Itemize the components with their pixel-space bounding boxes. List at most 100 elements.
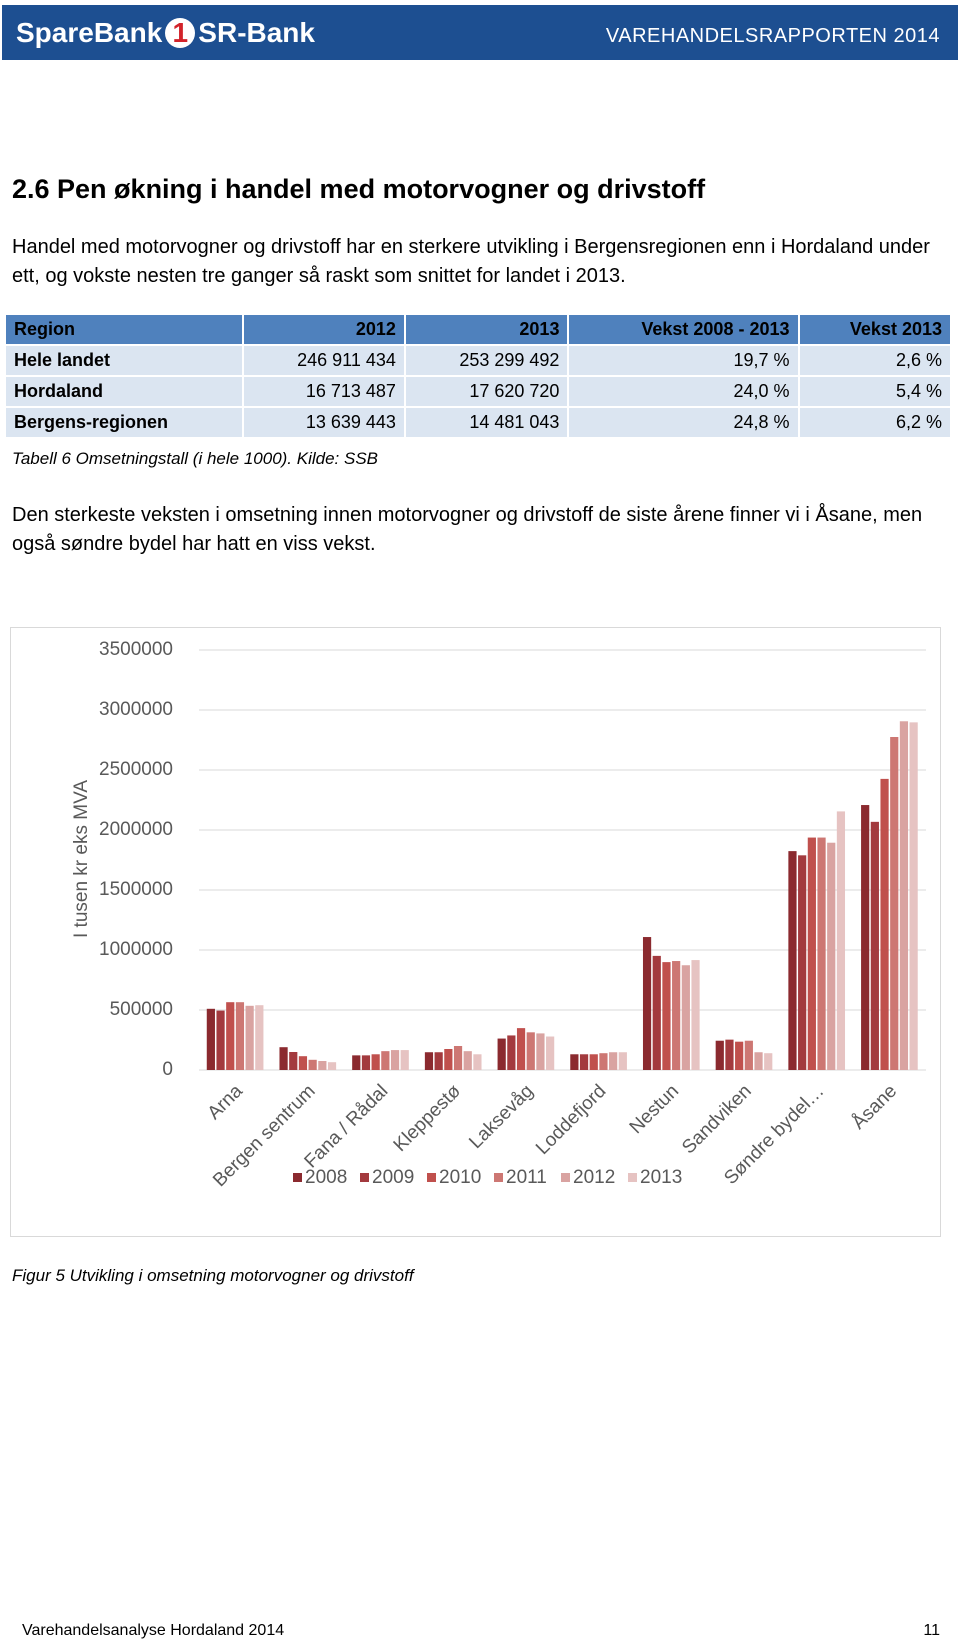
legend-label: 2012	[573, 1167, 615, 1188]
paragraph: Den sterkeste veksten i omsetning innen …	[12, 504, 923, 555]
bar	[327, 1062, 337, 1070]
bar	[424, 1052, 434, 1070]
table-cell: 17 620 720	[403, 375, 570, 408]
y-tick-label: 1000000	[99, 939, 173, 960]
legend-swatch	[293, 1173, 302, 1182]
legend-label: 2010	[439, 1167, 481, 1188]
table-row: Hele landet 246 911 434 253 299 492 19,7 % 2…	[3, 344, 952, 377]
bar	[226, 1002, 235, 1070]
chart: I tusen kr eks MVA 0 500000 1000000 1500000…	[10, 627, 941, 1237]
bar	[788, 851, 797, 1070]
bar	[526, 1032, 535, 1070]
bar	[861, 805, 870, 1070]
legend-swatch	[427, 1173, 436, 1182]
bar	[579, 1054, 589, 1070]
legend-label: 2011	[506, 1167, 547, 1188]
header-bar: SpareBank 1 SR-Bank VAREHANDELSRAPPORTEN 2…	[2, 5, 958, 60]
chart-frame	[10, 627, 941, 1237]
table-cell: 16 713 487	[242, 375, 406, 408]
bar	[400, 1050, 409, 1070]
table: Region 2012 2013 Vekst 2008 - 2013 Vekst 201…	[3, 313, 952, 439]
y-axis-title: I tusen kr eks MVA	[71, 780, 92, 938]
table-cell: Hele landet	[3, 344, 245, 377]
bar	[691, 960, 700, 1070]
bar	[909, 722, 918, 1070]
report-title: VAREHANDELSRAPPORTEN 2014	[605, 25, 940, 47]
table-cell: 24,0 %	[567, 375, 800, 408]
bar	[255, 1005, 264, 1070]
bar	[807, 837, 816, 1070]
bar	[754, 1052, 763, 1070]
logo-text: SpareBank	[16, 17, 163, 48]
figure-caption: Figur 5 Utvikling i omsetning motorvogne…	[12, 1266, 414, 1285]
y-tick-label: 0	[162, 1059, 173, 1080]
bar	[546, 1036, 555, 1070]
legend-swatch	[561, 1173, 570, 1182]
bar	[536, 1033, 545, 1070]
bar	[434, 1052, 443, 1070]
bar	[497, 1038, 506, 1070]
table-cell: 5,4 %	[797, 375, 952, 408]
bar	[216, 1010, 225, 1070]
table-cell: 253 299 492	[403, 344, 570, 377]
bar	[899, 721, 909, 1070]
bar	[371, 1054, 380, 1070]
table-cell: 19,7 %	[567, 344, 800, 377]
bar	[298, 1056, 308, 1070]
legend-label: 2009	[372, 1167, 414, 1188]
table-row: Hordaland 16 713 487 17 620 720 24,0 % 5,4 %	[3, 375, 952, 408]
table-cell: 246 911 434	[242, 344, 406, 377]
bar	[744, 1040, 753, 1070]
table-row: Bergens-regionen 13 639 443 14 481 043 24,8…	[3, 406, 952, 439]
legend-swatch	[494, 1173, 503, 1182]
bar	[308, 1059, 317, 1070]
table-cell: Vekst 2008 - 2013	[567, 313, 800, 346]
table-cell: 2013	[403, 313, 570, 346]
bar	[453, 1046, 463, 1070]
bar	[507, 1035, 516, 1070]
bar	[827, 842, 836, 1070]
y-tick-label: 3000000	[99, 699, 173, 720]
bar	[715, 1040, 724, 1070]
table-cell: Hordaland	[3, 375, 245, 408]
page-number: 11	[923, 1622, 940, 1639]
y-tick-label: 2500000	[99, 759, 173, 780]
legend-swatch	[628, 1173, 637, 1182]
bar	[444, 1049, 453, 1070]
table-cell: 24,8 %	[567, 406, 800, 439]
table-row: Region 2012 2013 Vekst 2008 - 2013 Vekst 201…	[3, 313, 952, 346]
y-tick-label: 3500000	[99, 639, 173, 660]
bar	[352, 1055, 361, 1070]
table-cell: 2012	[242, 313, 406, 346]
logo-mark: 1	[165, 18, 196, 48]
bar	[390, 1050, 400, 1070]
legend-label: 2008	[305, 1167, 347, 1188]
y-tick-label: 2000000	[99, 819, 173, 840]
bar	[361, 1055, 371, 1070]
bar	[764, 1053, 773, 1070]
section-title: 2.6 Pen økning i handel med motorvogner …	[12, 174, 706, 204]
legend-swatch	[360, 1173, 369, 1182]
table-cell: 13 639 443	[242, 406, 406, 439]
table-cell: 2,6 %	[797, 344, 952, 377]
bar	[880, 778, 889, 1070]
table-cell: 14 481 043	[403, 406, 570, 439]
bar	[836, 811, 846, 1070]
paragraph: Handel med motorvogner og drivstoff har …	[12, 236, 930, 287]
table-cell: 6,2 %	[797, 406, 952, 439]
legend-label: 2013	[640, 1167, 682, 1188]
bar	[652, 955, 661, 1070]
bar	[890, 737, 899, 1070]
table-caption: Tabell 6 Omsetningstall (i hele 1000). K…	[12, 449, 379, 468]
bar	[599, 1053, 608, 1070]
table-cell: Vekst 2013	[797, 313, 952, 346]
table-cell: Bergens-regionen	[3, 406, 245, 439]
bar	[817, 837, 826, 1070]
bar	[725, 1039, 734, 1070]
footer-text: Varehandelsanalyse Hordaland 2014	[22, 1622, 285, 1639]
bar	[798, 855, 807, 1070]
bar	[609, 1052, 618, 1070]
bar	[672, 961, 681, 1070]
bar	[473, 1054, 482, 1070]
